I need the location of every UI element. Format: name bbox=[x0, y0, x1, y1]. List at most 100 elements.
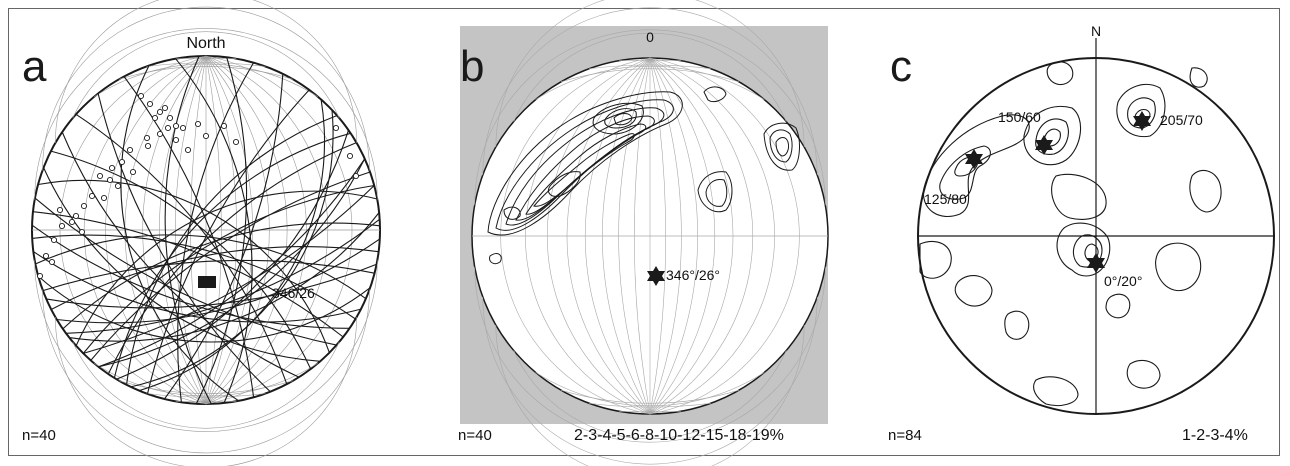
great-circle bbox=[177, 62, 255, 403]
grid-small-circle bbox=[482, 296, 818, 465]
density-contour bbox=[1116, 84, 1166, 138]
great-circle bbox=[107, 142, 357, 375]
density-contour bbox=[1035, 118, 1069, 155]
density-contour bbox=[769, 129, 793, 163]
pole-marker bbox=[36, 272, 44, 280]
maximum-star bbox=[1133, 111, 1151, 131]
density-contour bbox=[1105, 293, 1131, 319]
great-circle bbox=[50, 150, 312, 370]
maxima-stars-c bbox=[965, 111, 1151, 273]
great-circle bbox=[130, 109, 334, 388]
maximum-star bbox=[965, 149, 983, 169]
density-contour bbox=[489, 253, 502, 265]
great-circle bbox=[163, 73, 284, 400]
density-contour bbox=[487, 91, 683, 236]
panel-letter-a: a bbox=[22, 42, 47, 91]
density-contour bbox=[1051, 173, 1107, 220]
density-contour bbox=[604, 108, 637, 129]
great-circle bbox=[42, 259, 375, 292]
pole-marker bbox=[88, 192, 96, 200]
maximum-star bbox=[1087, 253, 1105, 273]
grid-small-circle bbox=[513, 350, 787, 440]
great-circle bbox=[75, 113, 288, 385]
pole-marker bbox=[50, 236, 58, 244]
pole-marker bbox=[332, 124, 340, 132]
pole-marker bbox=[114, 182, 122, 190]
density-contour bbox=[1023, 106, 1082, 166]
great-circle bbox=[123, 76, 255, 398]
pole-marker bbox=[161, 104, 169, 112]
pole-marker bbox=[78, 228, 86, 236]
pole-marker bbox=[72, 212, 80, 220]
panel-letter-b: b bbox=[460, 42, 485, 91]
density-contour bbox=[939, 145, 991, 200]
pole-marker bbox=[232, 138, 240, 146]
grid-small-circle bbox=[474, 29, 826, 206]
pole-marker bbox=[108, 164, 116, 172]
density-contour bbox=[775, 137, 789, 157]
density-contours-c bbox=[919, 61, 1222, 407]
density-contour bbox=[547, 171, 581, 197]
grid-small-circle bbox=[495, 324, 805, 466]
grid-small-circle bbox=[34, 260, 378, 432]
density-contour bbox=[1046, 61, 1074, 86]
grid-small-circle bbox=[55, 0, 357, 144]
density-contour bbox=[1033, 376, 1079, 407]
density-contour bbox=[1189, 67, 1208, 88]
great-circle bbox=[31, 224, 350, 329]
pole-marker bbox=[156, 130, 164, 138]
density-contour bbox=[703, 86, 727, 103]
grid-small-circle bbox=[72, 31, 340, 119]
pole-marker bbox=[172, 122, 180, 130]
density-contour bbox=[533, 133, 635, 207]
grid-small-circle bbox=[42, 6, 370, 171]
pole-marker bbox=[58, 222, 66, 230]
contour-legend-b: 2-3-4-5-6-8-10-12-15-18-19% bbox=[574, 427, 784, 444]
density-contour bbox=[697, 171, 733, 213]
pole-marker bbox=[129, 168, 137, 176]
pole-marker bbox=[220, 122, 228, 130]
density-contour bbox=[922, 114, 1030, 218]
north-label-b: 0 bbox=[646, 29, 654, 45]
pole-marker bbox=[172, 136, 180, 144]
label-0-20: 0°/20° bbox=[1104, 273, 1142, 289]
label-125-80: 125/80 bbox=[924, 191, 967, 207]
pole-marker bbox=[146, 100, 154, 108]
pole-marker bbox=[144, 142, 152, 150]
poles-a bbox=[36, 92, 360, 280]
density-contour bbox=[954, 275, 993, 307]
density-contour bbox=[919, 240, 952, 279]
grid-small-circle bbox=[42, 289, 370, 454]
density-contour bbox=[1126, 359, 1161, 389]
grid-small-circle bbox=[34, 28, 378, 200]
grid-small-circle bbox=[72, 341, 340, 429]
label-150-60: 150/60 bbox=[998, 109, 1041, 125]
grid-small-circle bbox=[495, 0, 805, 148]
panel-letter-c: c bbox=[890, 42, 912, 91]
great-circle bbox=[138, 99, 326, 392]
great-circle bbox=[34, 197, 337, 346]
pole-marker bbox=[184, 146, 192, 154]
pole-marker bbox=[151, 114, 159, 122]
grid-small-circle bbox=[474, 266, 826, 443]
pole-marker bbox=[346, 152, 354, 160]
pole-marker bbox=[48, 258, 56, 266]
pole-marker bbox=[202, 132, 210, 140]
pole-marker bbox=[56, 206, 64, 214]
great-circle bbox=[120, 65, 240, 402]
n-label-a: n=40 bbox=[22, 427, 56, 444]
density-contour bbox=[503, 206, 521, 220]
pole-marker bbox=[42, 252, 50, 260]
figure-frame bbox=[8, 8, 1280, 456]
n-label-c: n=84 bbox=[888, 427, 922, 444]
density-contour bbox=[613, 113, 633, 126]
panel-b: 0 346°/26° b n=40 2-3-4-5-6-8-10-12-15-1… bbox=[430, 0, 860, 466]
pole-marker bbox=[352, 172, 360, 180]
pole-marker bbox=[106, 176, 114, 184]
pole-marker bbox=[156, 108, 164, 116]
maximum-star bbox=[1035, 135, 1053, 155]
great-circle bbox=[50, 246, 379, 310]
pole-marker bbox=[96, 172, 104, 180]
density-contour bbox=[1189, 169, 1222, 213]
pole-marker bbox=[100, 194, 108, 202]
